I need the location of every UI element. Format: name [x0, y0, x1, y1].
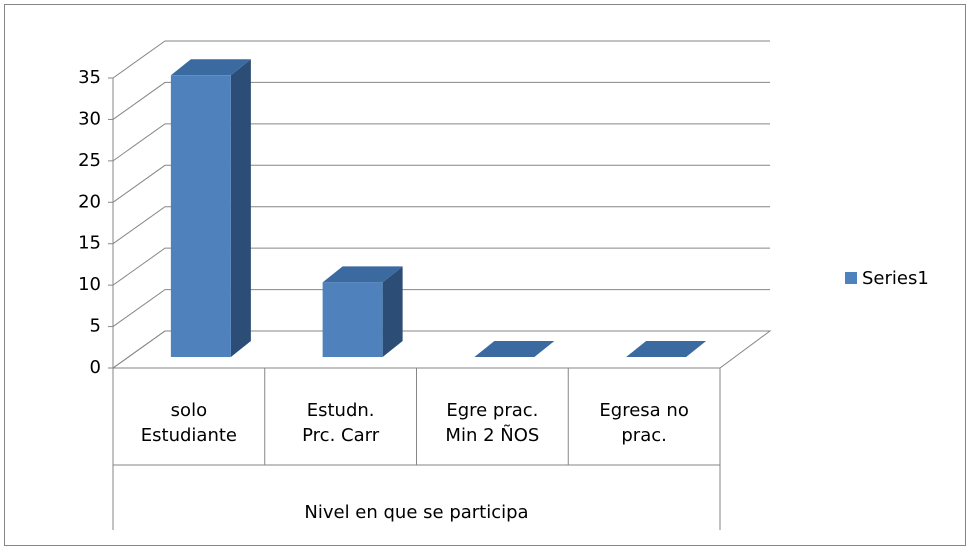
bar-top	[170, 59, 251, 76]
grid-line	[112, 40, 770, 79]
y-tick-label: 20	[78, 191, 101, 212]
legend-swatch	[845, 272, 857, 284]
grid-line	[112, 289, 770, 327]
y-tick-label: 5	[90, 316, 101, 337]
grid-line	[112, 81, 770, 120]
chart-border	[4, 4, 966, 546]
bar-side	[230, 59, 251, 358]
bar	[322, 282, 383, 357]
x-tick-label: Estudn. Prc. Carr	[302, 400, 380, 446]
grid-line	[112, 123, 770, 162]
y-tick-label: 30	[78, 108, 101, 129]
y-tick-label: 25	[78, 150, 101, 171]
bar	[170, 75, 231, 358]
bar-top	[626, 341, 707, 357]
grid-line	[112, 247, 770, 286]
bar-top	[322, 266, 403, 283]
y-tick-label: 10	[78, 274, 101, 295]
bar-side	[382, 266, 403, 357]
y-tick-label: 35	[78, 67, 101, 88]
legend-label: Series1	[862, 268, 929, 289]
grid-line	[112, 164, 770, 203]
x-tick-label: Egre prac. Min 2 ÑOS	[445, 400, 540, 446]
bar-top	[474, 341, 555, 357]
y-tick-label: 0	[90, 357, 101, 378]
y-tick-label: 15	[78, 233, 101, 254]
grid-line	[112, 330, 770, 369]
x-tick-label: solo Estudiante	[140, 400, 237, 446]
grid-line	[112, 206, 770, 245]
x-axis-title: Nivel en que se participa	[304, 502, 529, 523]
x-tick-label: Egresa no prac.	[599, 400, 689, 446]
